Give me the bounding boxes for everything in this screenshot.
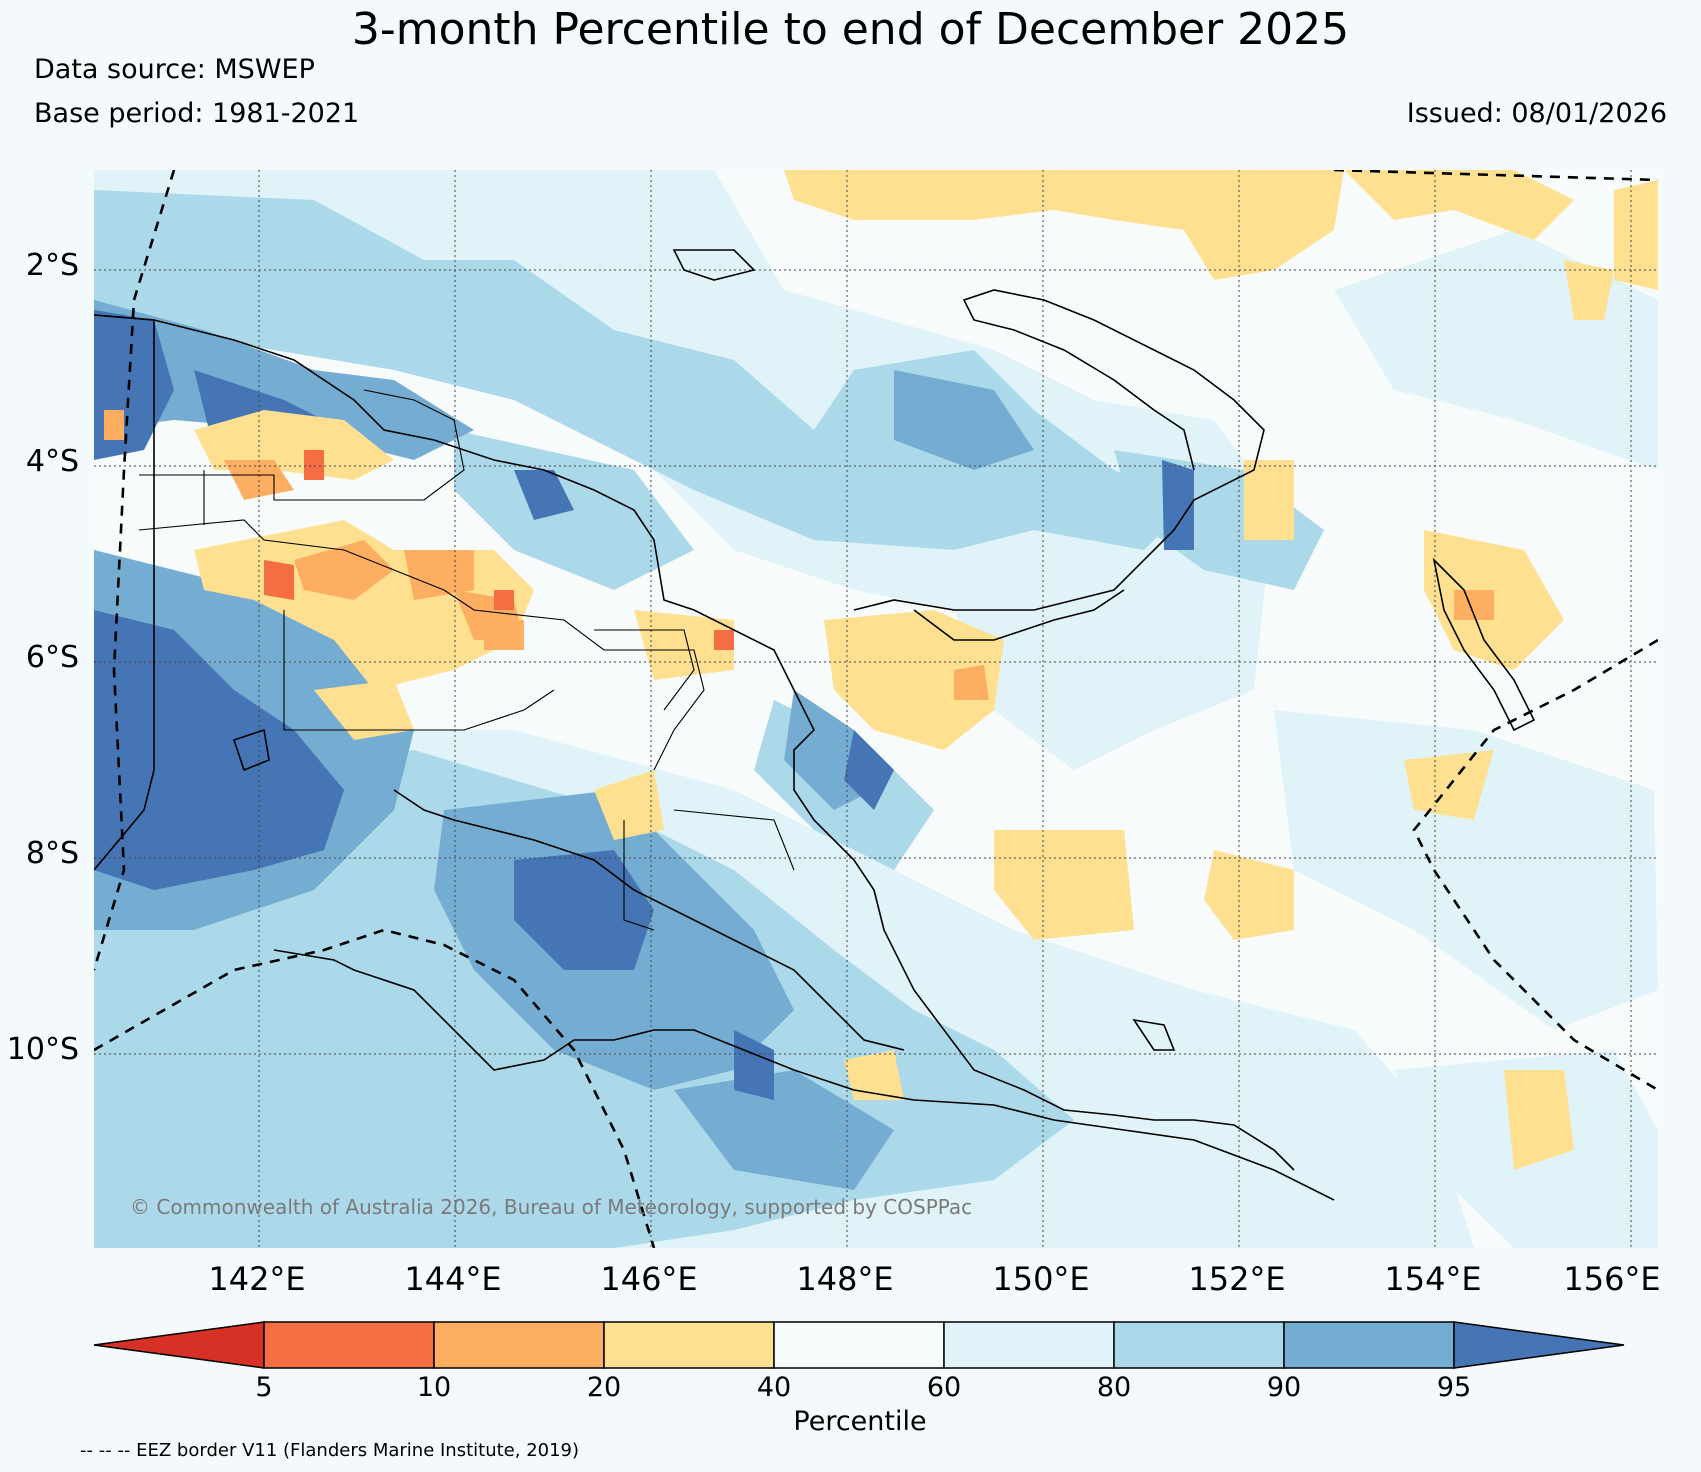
colorbar-tick: 95 <box>1436 1372 1472 1403</box>
colorbar-segment <box>603 1321 775 1369</box>
copyright-notice: © Commonwealth of Australia 2026, Bureau… <box>130 1195 973 1219</box>
colorbar-segment <box>773 1321 945 1369</box>
lat-label: 10°S <box>6 1032 79 1067</box>
percentile-5-10-regions <box>264 450 734 650</box>
map-title: 3-month Percentile to end of December 20… <box>351 4 1350 55</box>
colorbar-segment <box>1113 1321 1285 1369</box>
lat-label: 6°S <box>25 640 79 675</box>
data-source: Data source: MSWEP <box>34 54 315 85</box>
percentile-map <box>94 170 1658 1248</box>
lon-label: 144°E <box>404 1260 502 1298</box>
lon-label: 142°E <box>208 1260 306 1298</box>
coastlines <box>94 249 1536 1201</box>
colorbar-tick: 60 <box>926 1372 962 1403</box>
eez-border <box>94 170 1658 1248</box>
graticule <box>94 170 1658 1248</box>
base-period: Base period: 1981-2021 <box>34 98 360 129</box>
colorbar-below-5 <box>93 1321 265 1369</box>
colorbar-tick: 10 <box>416 1372 452 1403</box>
colorbar-tick: 5 <box>255 1372 273 1403</box>
lon-label: 150°E <box>992 1260 1090 1298</box>
lon-label: 152°E <box>1188 1260 1286 1298</box>
colorbar-tick: 90 <box>1266 1372 1302 1403</box>
issued-date: Issued: 08/01/2026 <box>1406 98 1667 129</box>
lon-label: 154°E <box>1384 1260 1482 1298</box>
colorbar-tick: 20 <box>586 1372 622 1403</box>
lat-label: 4°S <box>25 444 79 479</box>
lat-label: 8°S <box>25 836 79 871</box>
eez-legend-note: -- -- -- EEZ border V11 (Flanders Marine… <box>80 1440 580 1461</box>
colorbar-segment <box>1283 1321 1455 1369</box>
colorbar-tick: 80 <box>1096 1372 1132 1403</box>
map-canvas <box>94 170 1658 1248</box>
colorbar-segment <box>943 1321 1115 1369</box>
colorbar-above-95 <box>1453 1321 1625 1369</box>
lon-label: 156°E <box>1563 1260 1661 1298</box>
colorbar-segment <box>263 1321 435 1369</box>
lat-label: 2°S <box>25 248 79 283</box>
colorbar <box>93 1321 1625 1369</box>
lon-label: 146°E <box>600 1260 698 1298</box>
colorbar-label: Percentile <box>793 1406 927 1437</box>
colorbar-segment <box>433 1321 605 1369</box>
provincial-borders <box>138 389 795 931</box>
colorbar-tick: 40 <box>756 1372 792 1403</box>
lon-label: 148°E <box>796 1260 894 1298</box>
